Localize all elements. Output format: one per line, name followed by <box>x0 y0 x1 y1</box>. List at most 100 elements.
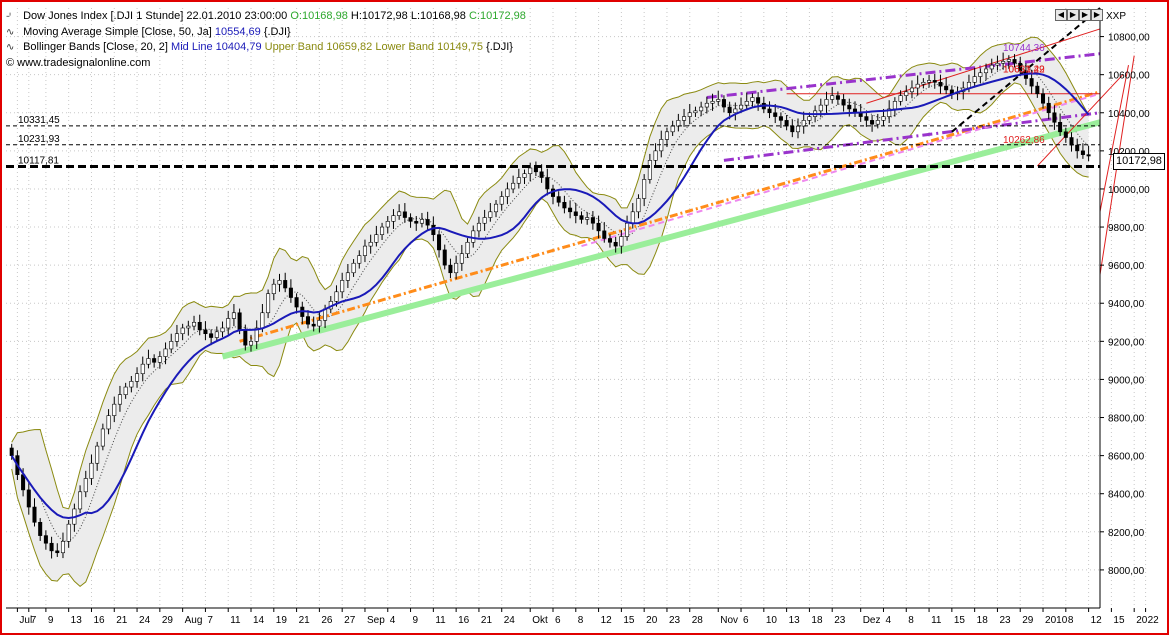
time-tick-label: 21 <box>481 615 493 626</box>
price-tick-label: 9600,00 <box>1108 261 1145 272</box>
candle-body <box>499 196 504 205</box>
candle-body <box>835 95 840 100</box>
candle-body <box>984 68 989 74</box>
sma-value: 10554,69 <box>214 26 261 38</box>
time-tick-label: 20 <box>1136 615 1148 626</box>
candle-body <box>197 321 202 331</box>
bollinger-mid: Mid Line 10404,79 <box>171 41 262 53</box>
time-tick-label: 21 <box>299 615 311 626</box>
price-tick-label: 10200,00 <box>1108 147 1150 158</box>
candle-body <box>129 381 134 388</box>
candle-body <box>1012 59 1017 64</box>
candle-body <box>476 222 481 232</box>
candle-body <box>231 312 236 319</box>
candle-body <box>1018 62 1023 72</box>
time-tick-label: 8 <box>578 615 584 626</box>
candle-body <box>249 341 254 346</box>
candle-body <box>180 327 185 335</box>
candle-body <box>283 280 288 289</box>
bollinger-fill <box>11 37 1089 587</box>
price-tick-label: 9400,00 <box>1108 299 1145 310</box>
candle-body <box>488 211 493 218</box>
legend-line-2: ∿ Moving Average Simple [Close, 50, Ja] … <box>6 26 291 38</box>
indicator-icon: ∿ <box>6 42 15 53</box>
time-tick-label: 23 <box>669 615 681 626</box>
candle-body <box>1080 150 1085 155</box>
candle-body <box>397 211 402 216</box>
time-tick-label: 29 <box>1022 615 1034 626</box>
orange-trendline <box>239 90 1101 343</box>
candle-body <box>408 217 413 222</box>
price-tick-label: 9200,00 <box>1108 337 1145 348</box>
scroll-right-icon[interactable]: ▶ <box>1079 9 1091 21</box>
candle-body <box>442 249 447 266</box>
candle-body <box>112 403 117 416</box>
candle-body <box>767 108 772 114</box>
candle-body <box>562 201 567 209</box>
candle-body <box>619 236 624 247</box>
candle-body <box>670 125 675 133</box>
price-tick-label: 8800,00 <box>1108 414 1145 425</box>
candle-body <box>1001 61 1006 64</box>
price-axis: 8000,00 8200,00 8400,00 8600,00 8800,00 9000,… <box>1099 8 1150 608</box>
candle-body <box>744 101 749 106</box>
high-value: H:10172,98 <box>350 10 408 22</box>
candle-body <box>1029 78 1034 87</box>
price-tick-label: 10000,00 <box>1108 185 1150 196</box>
copyright: © www.tradesignalonline.com <box>6 57 151 69</box>
chart-type-icon: ⌏ <box>6 11 15 22</box>
candle-body <box>1058 121 1063 133</box>
candle-body <box>100 428 105 447</box>
scroll-start-icon[interactable]: ◀ <box>1055 9 1067 21</box>
candle-body <box>1006 59 1011 62</box>
time-tick-label: Jul <box>19 615 32 626</box>
candle-body <box>226 318 231 329</box>
candle-body <box>830 95 835 100</box>
candle-body <box>21 474 26 491</box>
candle-body <box>425 219 430 226</box>
time-tick-label: 19 <box>276 615 288 626</box>
candle-body <box>516 177 521 184</box>
scroll-end-icon[interactable]: ▶ <box>1091 9 1103 21</box>
time-tick-label: 6 <box>555 615 561 626</box>
candle-body <box>220 327 225 333</box>
candle-body <box>1046 102 1051 114</box>
indicator-icon: ∿ <box>6 27 15 38</box>
candle-body <box>83 478 88 493</box>
time-tick-label: 22 <box>1148 615 1160 626</box>
candle-body <box>533 167 538 173</box>
sma-line <box>10 72 1090 519</box>
time-tick-label: 20 <box>646 615 658 626</box>
candle-body <box>596 222 601 232</box>
candle-body <box>271 283 276 295</box>
candle-body <box>784 120 789 127</box>
candle-body <box>932 80 937 83</box>
price-tick-label: 10800,00 <box>1108 33 1150 44</box>
time-tick-label: Dez <box>863 615 881 626</box>
candle-body <box>66 523 71 542</box>
candle-body <box>152 358 157 363</box>
bollinger-label: Bollinger Bands [Close, 20, 2] <box>23 41 168 53</box>
candle-body <box>254 327 259 342</box>
scroll-left-icon[interactable]: ▶ <box>1067 9 1079 21</box>
candle-body <box>602 230 607 239</box>
candle-body <box>340 280 345 293</box>
candle-body <box>927 80 932 83</box>
red-fan-4 <box>1036 74 1124 167</box>
time-tick-label: 9 <box>413 615 419 626</box>
sma-symbol: {.DJI} <box>263 26 291 38</box>
annotation-label: 10631,42 <box>1003 65 1045 76</box>
close-value: C:10172,98 <box>468 10 526 22</box>
price-tick-label: 8000,00 <box>1108 566 1145 577</box>
time-tick-label: 7 <box>207 615 213 626</box>
candle-body <box>756 97 761 104</box>
candle-body <box>989 64 994 70</box>
time-tick-label: 16 <box>458 615 470 626</box>
candle-body <box>1069 137 1074 146</box>
legend-line-3: ∿ Bollinger Bands [Close, 20, 2] Mid Lin… <box>6 41 513 53</box>
candle-body <box>26 489 31 508</box>
support-trendline <box>221 119 1101 360</box>
candle-body <box>60 541 65 554</box>
